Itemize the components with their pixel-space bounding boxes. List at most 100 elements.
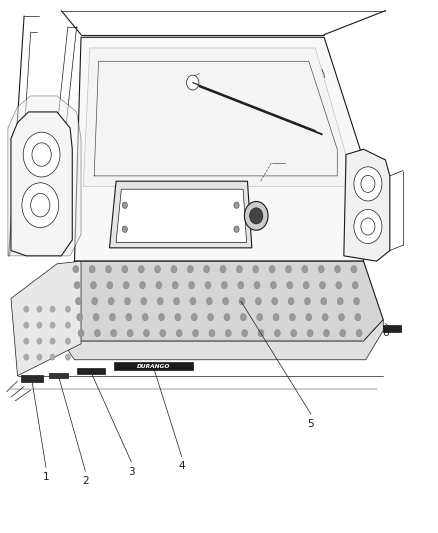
Circle shape xyxy=(337,297,343,305)
Circle shape xyxy=(110,313,116,321)
Circle shape xyxy=(92,297,98,305)
Circle shape xyxy=(157,297,163,305)
Circle shape xyxy=(244,201,268,230)
Circle shape xyxy=(302,265,308,273)
Circle shape xyxy=(108,297,114,305)
Circle shape xyxy=(173,297,180,305)
Circle shape xyxy=(323,329,329,337)
Circle shape xyxy=(361,175,375,192)
Polygon shape xyxy=(83,48,346,187)
Text: DURANGO: DURANGO xyxy=(137,364,170,369)
Circle shape xyxy=(94,329,100,337)
Circle shape xyxy=(354,167,382,201)
Circle shape xyxy=(122,265,128,273)
Circle shape xyxy=(23,132,60,177)
Circle shape xyxy=(32,143,51,166)
Circle shape xyxy=(187,265,193,273)
Circle shape xyxy=(205,281,211,289)
Circle shape xyxy=(221,281,227,289)
Circle shape xyxy=(24,338,29,344)
Polygon shape xyxy=(55,320,383,360)
Circle shape xyxy=(24,322,29,328)
Polygon shape xyxy=(344,149,390,261)
Circle shape xyxy=(124,297,131,305)
Circle shape xyxy=(122,226,127,232)
Circle shape xyxy=(139,281,145,289)
Circle shape xyxy=(142,313,148,321)
Circle shape xyxy=(50,354,55,360)
Circle shape xyxy=(286,265,292,273)
Text: 6: 6 xyxy=(382,328,389,338)
Circle shape xyxy=(65,338,71,344)
Circle shape xyxy=(171,265,177,273)
Circle shape xyxy=(291,329,297,337)
Circle shape xyxy=(234,226,239,232)
Circle shape xyxy=(351,265,357,273)
Circle shape xyxy=(50,322,55,328)
Text: 3: 3 xyxy=(128,467,135,477)
Circle shape xyxy=(340,329,346,337)
Circle shape xyxy=(238,281,244,289)
Polygon shape xyxy=(383,325,401,332)
Polygon shape xyxy=(49,373,68,378)
Circle shape xyxy=(191,313,197,321)
Circle shape xyxy=(254,281,260,289)
Circle shape xyxy=(74,281,80,289)
Circle shape xyxy=(306,313,312,321)
Circle shape xyxy=(209,329,215,337)
Circle shape xyxy=(106,265,112,273)
Circle shape xyxy=(175,313,181,321)
Circle shape xyxy=(143,329,149,337)
Circle shape xyxy=(176,329,182,337)
Text: 5: 5 xyxy=(307,419,314,429)
Circle shape xyxy=(123,281,129,289)
Circle shape xyxy=(274,329,280,337)
Circle shape xyxy=(304,297,311,305)
Circle shape xyxy=(355,313,361,321)
Polygon shape xyxy=(110,181,252,248)
Circle shape xyxy=(204,265,210,273)
Circle shape xyxy=(335,265,341,273)
Circle shape xyxy=(353,297,360,305)
Circle shape xyxy=(307,329,313,337)
Circle shape xyxy=(361,218,375,235)
Circle shape xyxy=(37,322,42,328)
Circle shape xyxy=(354,209,382,244)
Circle shape xyxy=(253,265,259,273)
Circle shape xyxy=(31,193,50,217)
Circle shape xyxy=(239,297,245,305)
Circle shape xyxy=(273,313,279,321)
Polygon shape xyxy=(8,96,81,256)
Circle shape xyxy=(192,329,198,337)
Circle shape xyxy=(269,265,275,273)
Polygon shape xyxy=(11,112,72,256)
Text: 1: 1 xyxy=(42,472,49,482)
Circle shape xyxy=(160,329,166,337)
Circle shape xyxy=(50,338,55,344)
Circle shape xyxy=(242,329,248,337)
Circle shape xyxy=(288,297,294,305)
Circle shape xyxy=(78,329,84,337)
Circle shape xyxy=(206,297,212,305)
Circle shape xyxy=(159,313,165,321)
Circle shape xyxy=(187,75,199,90)
Circle shape xyxy=(240,313,247,321)
Circle shape xyxy=(24,306,29,312)
Circle shape xyxy=(339,313,345,321)
Circle shape xyxy=(336,281,342,289)
Polygon shape xyxy=(114,362,193,370)
Circle shape xyxy=(89,265,95,273)
Circle shape xyxy=(22,183,59,228)
Circle shape xyxy=(224,313,230,321)
Circle shape xyxy=(272,297,278,305)
Circle shape xyxy=(155,265,161,273)
Text: 2: 2 xyxy=(82,476,89,486)
Polygon shape xyxy=(21,375,43,382)
Circle shape xyxy=(90,281,96,289)
Circle shape xyxy=(303,281,309,289)
Circle shape xyxy=(156,281,162,289)
Circle shape xyxy=(75,297,81,305)
Text: 4: 4 xyxy=(178,462,185,471)
Polygon shape xyxy=(11,261,81,376)
Circle shape xyxy=(126,313,132,321)
